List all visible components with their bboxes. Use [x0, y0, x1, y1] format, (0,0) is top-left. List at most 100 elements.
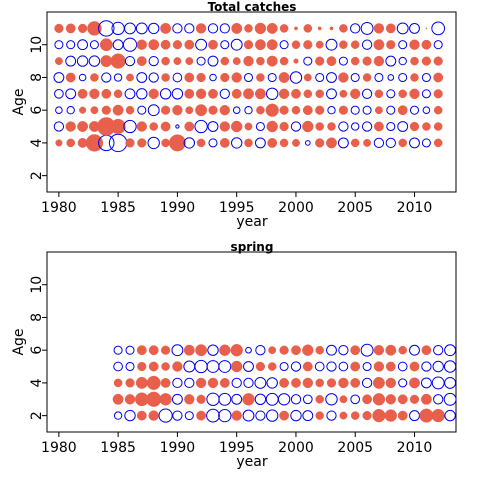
bubble-positive	[137, 361, 147, 372]
bubble-positive	[90, 73, 99, 82]
bubble-negative	[54, 88, 64, 99]
x-tick-label: 2010	[397, 200, 433, 216]
bubble-positive	[230, 344, 243, 357]
bubble-negative	[175, 124, 180, 129]
bubble-positive	[303, 24, 313, 33]
bubble-negative	[326, 410, 337, 421]
bubble-positive	[268, 346, 277, 355]
bubble-negative	[171, 88, 184, 100]
bubble-positive	[326, 378, 337, 388]
bubble-negative	[304, 140, 311, 146]
bubble-negative	[55, 106, 63, 114]
bubble-positive	[397, 105, 408, 116]
bubble-negative	[279, 361, 289, 372]
bubble-positive	[266, 55, 278, 67]
bubble-negative	[386, 121, 396, 132]
bubble-negative	[420, 377, 432, 389]
bubble-positive	[231, 22, 243, 34]
bubble-negative	[207, 121, 219, 132]
bubble-positive	[350, 88, 361, 99]
bubble-negative	[421, 138, 431, 148]
bubble-negative	[171, 393, 183, 405]
bubble-negative	[267, 72, 277, 83]
x-tick-label: 2005	[337, 440, 373, 456]
bubble-positive	[409, 88, 420, 99]
bubble-positive	[195, 23, 207, 34]
bubble-positive	[135, 376, 148, 389]
bubble-positive	[374, 106, 383, 115]
bubble-positive	[350, 361, 361, 372]
bubble-positive	[160, 378, 171, 388]
panel-title: spring	[231, 240, 274, 254]
bubble-positive	[338, 72, 349, 83]
bubble-negative	[327, 106, 336, 115]
bubble-positive	[327, 122, 336, 131]
bubble-negative	[206, 392, 220, 406]
bubble-positive	[372, 376, 385, 389]
bubble-positive	[373, 55, 385, 67]
bubble-positive	[315, 40, 324, 49]
bubble-negative	[124, 55, 136, 67]
bubble-positive	[339, 395, 348, 404]
bubble-negative	[338, 361, 349, 372]
bubble-positive	[85, 134, 104, 152]
bubble-positive	[373, 361, 385, 372]
bubble-negative	[184, 23, 195, 34]
bubble-positive	[185, 106, 194, 115]
bubble-positive	[148, 88, 159, 99]
y-tick-label: 6	[29, 106, 45, 115]
y-tick-label: 8	[29, 313, 45, 322]
bubble-layer	[112, 343, 457, 423]
bubble-positive	[433, 56, 443, 66]
x-tick-label: 1990	[160, 440, 196, 456]
bubble-positive	[148, 410, 159, 421]
bubble-negative	[244, 106, 253, 115]
bubble-positive	[279, 24, 289, 33]
bubble-negative	[432, 360, 444, 373]
bubble-positive	[184, 394, 195, 405]
bubble-positive	[303, 73, 312, 82]
bubble-positive	[291, 345, 301, 356]
bubble-positive	[279, 345, 289, 355]
bubble-negative	[158, 408, 173, 423]
bubble-positive	[410, 56, 419, 66]
x-tick-label: 1995	[219, 440, 255, 456]
bubble-positive	[293, 58, 299, 64]
bubble-positive	[161, 362, 170, 371]
bubble-positive	[89, 88, 100, 99]
bubble-positive	[161, 56, 170, 66]
bubble-negative	[398, 56, 407, 66]
bubble-positive	[87, 21, 102, 36]
bubble-negative	[360, 343, 374, 357]
bubble-positive	[196, 394, 206, 404]
y-tick-label: 10	[29, 276, 45, 294]
bubble-negative	[231, 377, 242, 389]
bubble-negative	[444, 409, 456, 422]
bubble-positive	[219, 344, 231, 356]
bubble-positive	[315, 395, 324, 404]
bubble-positive	[184, 121, 195, 132]
bubble-positive	[125, 138, 135, 148]
bubble-positive	[54, 23, 64, 33]
y-tick-label: 2	[29, 171, 45, 180]
bubble-positive	[136, 345, 147, 356]
bubble-negative	[351, 122, 360, 131]
bubble-positive	[183, 344, 195, 356]
bubble-positive	[136, 121, 147, 132]
bubble-negative	[362, 361, 372, 372]
bubble-positive	[339, 411, 348, 420]
bubble-negative	[302, 410, 314, 422]
bubble-negative	[147, 136, 160, 150]
bubble-negative	[421, 72, 431, 83]
x-axis-label: year	[236, 214, 267, 230]
bubble-negative	[184, 377, 195, 389]
bubble-positive	[208, 39, 218, 50]
bubble-negative	[279, 40, 289, 50]
bubble-positive	[244, 122, 253, 131]
x-tick-label: 1980	[41, 200, 77, 216]
bubble-negative	[123, 119, 137, 134]
bubble-negative	[207, 55, 219, 67]
bubble-positive	[219, 138, 230, 148]
bubble-negative	[113, 411, 123, 420]
bubble-negative	[76, 55, 89, 67]
